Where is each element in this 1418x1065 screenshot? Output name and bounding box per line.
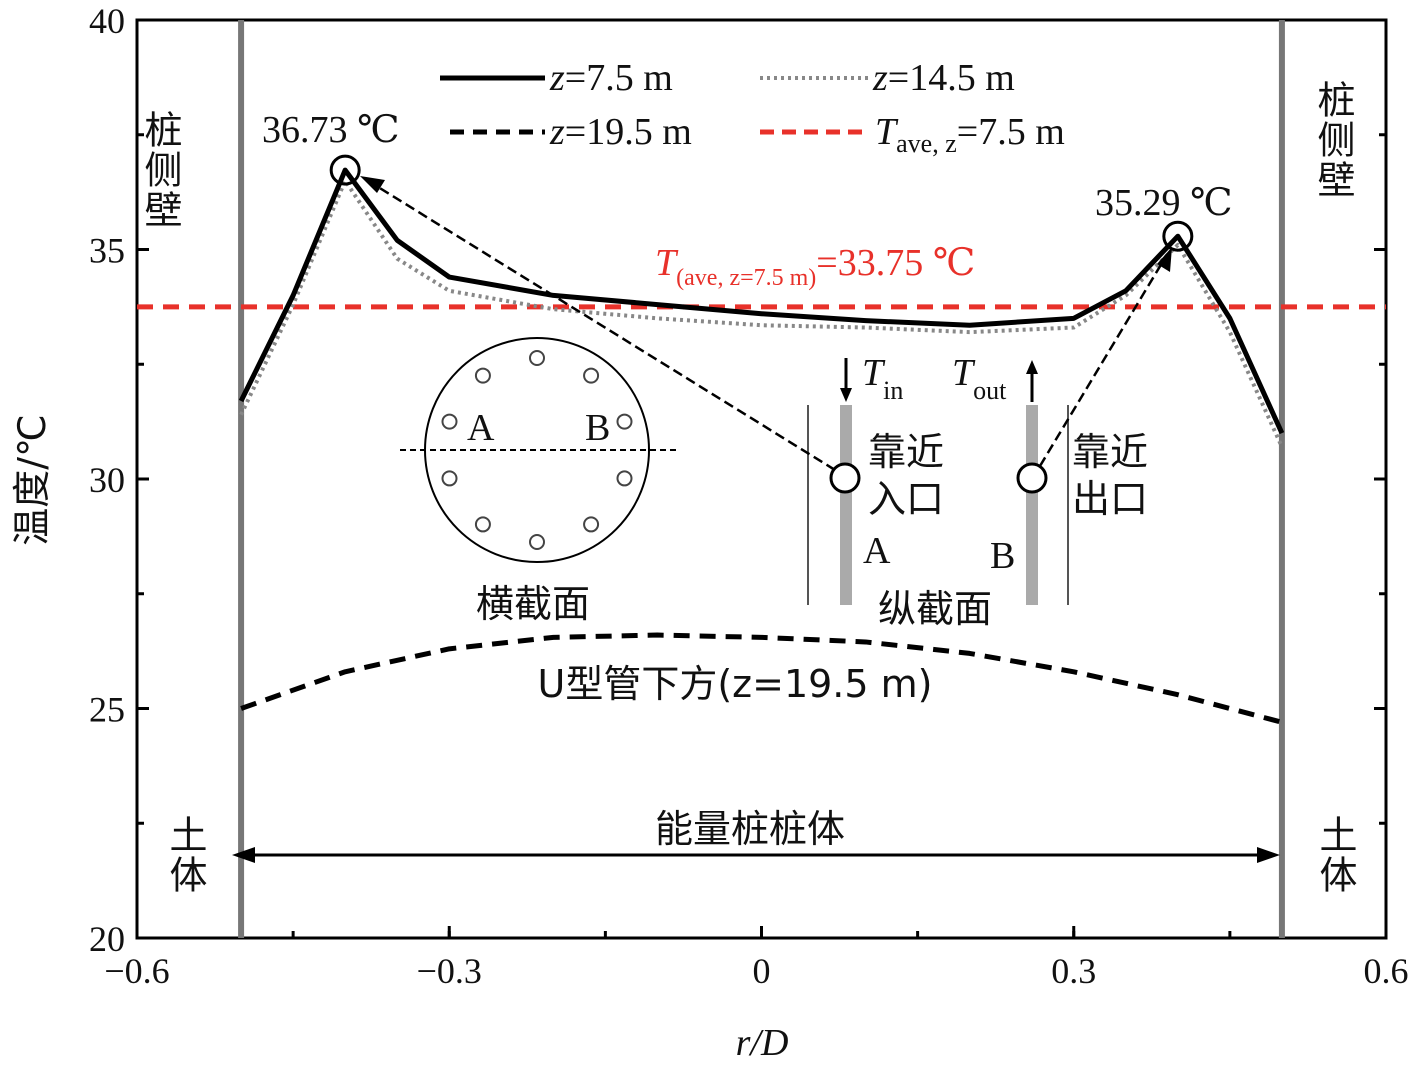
arrow-outlet-to-peak [1038,257,1167,467]
soil-left-label: 土体 [163,815,207,895]
svg-text:Tin: Tin [862,352,903,405]
svg-text:桩侧壁: 桩侧壁 [138,110,182,230]
long-section-inset: A B 纵截面 靠近 入口 靠近 出口 Tin Tout [360,176,1172,631]
svg-text:靠近: 靠近 [868,430,944,474]
plot-frame [135,18,1388,940]
svg-text:纵截面: 纵截面 [878,587,992,631]
pipe-hole [529,350,545,366]
x-tick-label: −0.3 [417,951,482,991]
under-u-label: U型管下方(z=19.5 m) [538,662,933,706]
y-tick-label: 35 [89,231,125,271]
pipe-hole [441,470,458,487]
svg-text:A: A [863,530,891,572]
peak-right-marker [1162,220,1194,252]
svg-text:靠近: 靠近 [1072,430,1148,474]
pipe-hole [583,367,600,384]
outlet-marker [1016,462,1048,494]
arrow-inlet-to-peak [369,180,836,472]
legend-label-z14: z=14.5 m [872,57,1015,99]
x-tick-label: 0 [753,951,771,991]
wall-left-label: 桩侧壁 [138,110,182,230]
soil-right-label: 土体 [1313,815,1357,895]
y-tick-label: 30 [89,460,125,500]
y-tick-label: 40 [89,1,125,41]
series-line-z-19-5-m [240,632,1283,725]
pipe-hole [441,413,458,430]
y-axis-label: 温度/℃ [10,414,54,545]
inlet-marker [829,462,861,494]
pipe-hole [474,367,491,384]
cross-section-inset: A B 横截面 [400,337,680,626]
legend-label-z7: z=7.5 m [549,57,673,99]
pipe-hole [529,534,545,550]
svg-text:出口: 出口 [1072,477,1148,521]
svg-text:B: B [990,535,1015,577]
arrowhead-right [1257,847,1280,863]
tave-label: T(ave, z=7.5 m)=33.75 ℃ [655,242,975,291]
svg-text:入口: 入口 [868,477,944,521]
legend-label-z19: z=19.5 m [549,111,692,153]
pipe-hole [616,413,633,430]
arrowhead-left [232,847,255,863]
series-line-z-14-5-m [239,178,1284,448]
peak-right-label: 35.29 ℃ [1095,182,1233,224]
svg-text:A: A [467,407,495,449]
legend-label-tave: Tave, z=7.5 m [875,111,1065,158]
pipe-hole [474,516,491,533]
x-axis-label: r/D [736,1022,789,1064]
svg-text:B: B [585,407,610,449]
svg-text:Tout: Tout [952,352,1007,405]
x-tick-label: −0.6 [104,951,169,991]
pipe-hole [616,470,633,487]
x-tick-label: 0.3 [1051,951,1096,991]
y-tick-label: 20 [89,919,125,959]
x-tick-label: 0.6 [1364,951,1409,991]
legend: z=7.5 m z=14.5 m z=19.5 m Tave, z=7.5 m [440,57,1065,158]
peak-left-label: 36.73 ℃ [262,109,400,151]
series-line-z-7-5-m [238,167,1285,435]
peak-left-marker [329,154,361,186]
wall-right-label: 桩侧壁 [1311,80,1355,200]
y-tick-label: 25 [89,690,125,730]
pipe-hole [583,516,600,533]
svg-text:横截面: 横截面 [476,582,590,626]
pile-body-label: 能量桩桩体 [655,807,845,851]
